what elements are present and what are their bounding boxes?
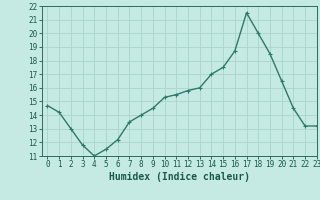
- X-axis label: Humidex (Indice chaleur): Humidex (Indice chaleur): [109, 172, 250, 182]
